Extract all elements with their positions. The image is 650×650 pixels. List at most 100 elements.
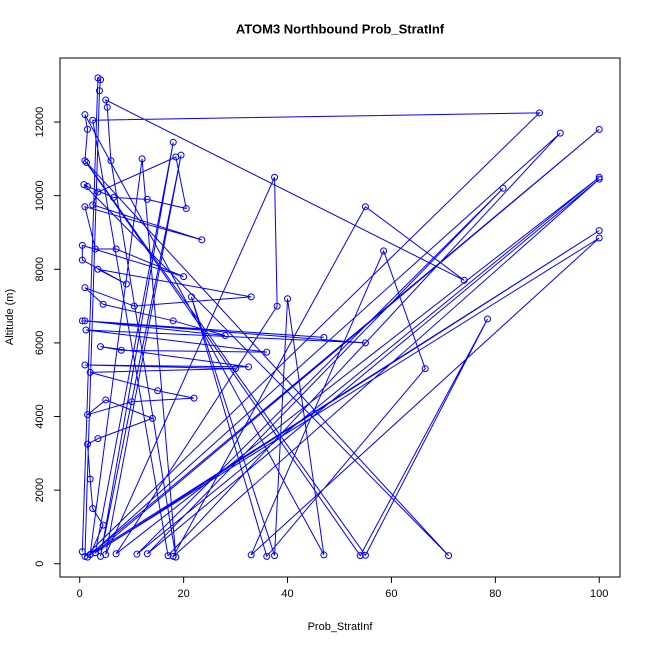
- data-point: [320, 333, 328, 341]
- data-point: [182, 205, 190, 213]
- data-point: [361, 203, 369, 211]
- data-point: [84, 440, 92, 448]
- data-point: [103, 103, 111, 111]
- series-line: [81, 76, 600, 558]
- data-point: [97, 76, 105, 84]
- data-point: [232, 365, 240, 373]
- data-point: [133, 550, 141, 558]
- data-point: [187, 293, 195, 301]
- y-axis-label: Altitude (m): [4, 289, 16, 345]
- data-point: [361, 339, 369, 347]
- data-point: [143, 550, 151, 558]
- data-point: [164, 552, 172, 560]
- data-point: [99, 300, 107, 308]
- data-point: [172, 153, 180, 161]
- data-point: [84, 125, 92, 133]
- data-point: [89, 505, 97, 513]
- data-point: [80, 181, 88, 189]
- data-point: [81, 203, 89, 211]
- data-point: [82, 159, 90, 167]
- data-point: [595, 234, 603, 242]
- data-point: [112, 245, 120, 253]
- data-point: [117, 346, 125, 354]
- data-point: [273, 302, 281, 310]
- data-point: [154, 387, 162, 395]
- data-point: [89, 201, 97, 209]
- data-point: [84, 411, 92, 419]
- plot-frame: [59, 57, 621, 578]
- y-tick-label: 2000: [34, 478, 46, 502]
- data-point: [94, 188, 102, 196]
- data-point: [97, 343, 105, 351]
- y-tick-label: 10000: [34, 180, 46, 211]
- data-point: [107, 157, 115, 165]
- data-point: [138, 155, 146, 163]
- data-point: [284, 295, 292, 303]
- data-point: [556, 129, 564, 137]
- data-point: [78, 317, 86, 325]
- data-point: [460, 276, 468, 284]
- data-point: [110, 194, 118, 202]
- y-tick-label: 0: [34, 561, 46, 567]
- x-tick-label: 60: [385, 588, 397, 600]
- x-tick-label: 80: [489, 588, 501, 600]
- x-axis-label: Prob_StratInf: [308, 621, 374, 633]
- chart-title: ATOM3 Northbound Prob_StratInf: [236, 21, 445, 36]
- data-point: [89, 116, 97, 124]
- y-tick-label: 4000: [34, 404, 46, 428]
- data-point: [148, 414, 156, 422]
- data-point: [595, 227, 603, 235]
- x-tick-label: 20: [178, 588, 190, 600]
- data-point: [81, 361, 89, 369]
- data-point: [380, 247, 388, 255]
- data-point: [320, 551, 328, 559]
- data-point: [81, 284, 89, 292]
- data-point: [91, 245, 99, 253]
- data-point: [78, 241, 86, 249]
- data-point: [86, 368, 94, 376]
- data-point: [535, 109, 543, 117]
- data-point: [247, 551, 255, 559]
- data-point: [172, 553, 180, 561]
- data-point: [595, 175, 603, 183]
- y-tick-label: 6000: [34, 331, 46, 355]
- data-point: [221, 332, 229, 340]
- data-point: [78, 256, 86, 264]
- data-point: [99, 521, 107, 529]
- data-point: [128, 398, 136, 406]
- x-tick-label: 100: [590, 588, 608, 600]
- data-point: [595, 173, 603, 181]
- data-point: [263, 348, 271, 356]
- data-point: [102, 396, 110, 404]
- data-point: [82, 326, 90, 334]
- data-point: [81, 111, 89, 119]
- data-point: [102, 551, 110, 559]
- x-tick-label: 40: [281, 588, 293, 600]
- data-point: [130, 302, 138, 310]
- data-point: [86, 475, 94, 483]
- y-tick-label: 8000: [34, 257, 46, 281]
- data-point: [81, 157, 89, 165]
- data-point: [84, 182, 92, 190]
- data-point: [445, 552, 453, 560]
- data-point: [143, 195, 151, 203]
- data-point: [499, 184, 507, 192]
- data-point: [356, 552, 364, 560]
- data-point: [595, 125, 603, 133]
- data-point: [263, 552, 271, 560]
- y-tick-label: 12000: [34, 107, 46, 138]
- data-point: [112, 550, 120, 558]
- data-point: [271, 173, 279, 181]
- data-point: [122, 280, 130, 288]
- data-point: [94, 435, 102, 443]
- data-point: [169, 317, 177, 325]
- data-point: [102, 96, 110, 104]
- data-point: [421, 365, 429, 373]
- data-point: [198, 236, 206, 244]
- data-point: [484, 315, 492, 323]
- data-point: [180, 273, 188, 281]
- data-point: [94, 265, 102, 273]
- data-point: [245, 363, 253, 371]
